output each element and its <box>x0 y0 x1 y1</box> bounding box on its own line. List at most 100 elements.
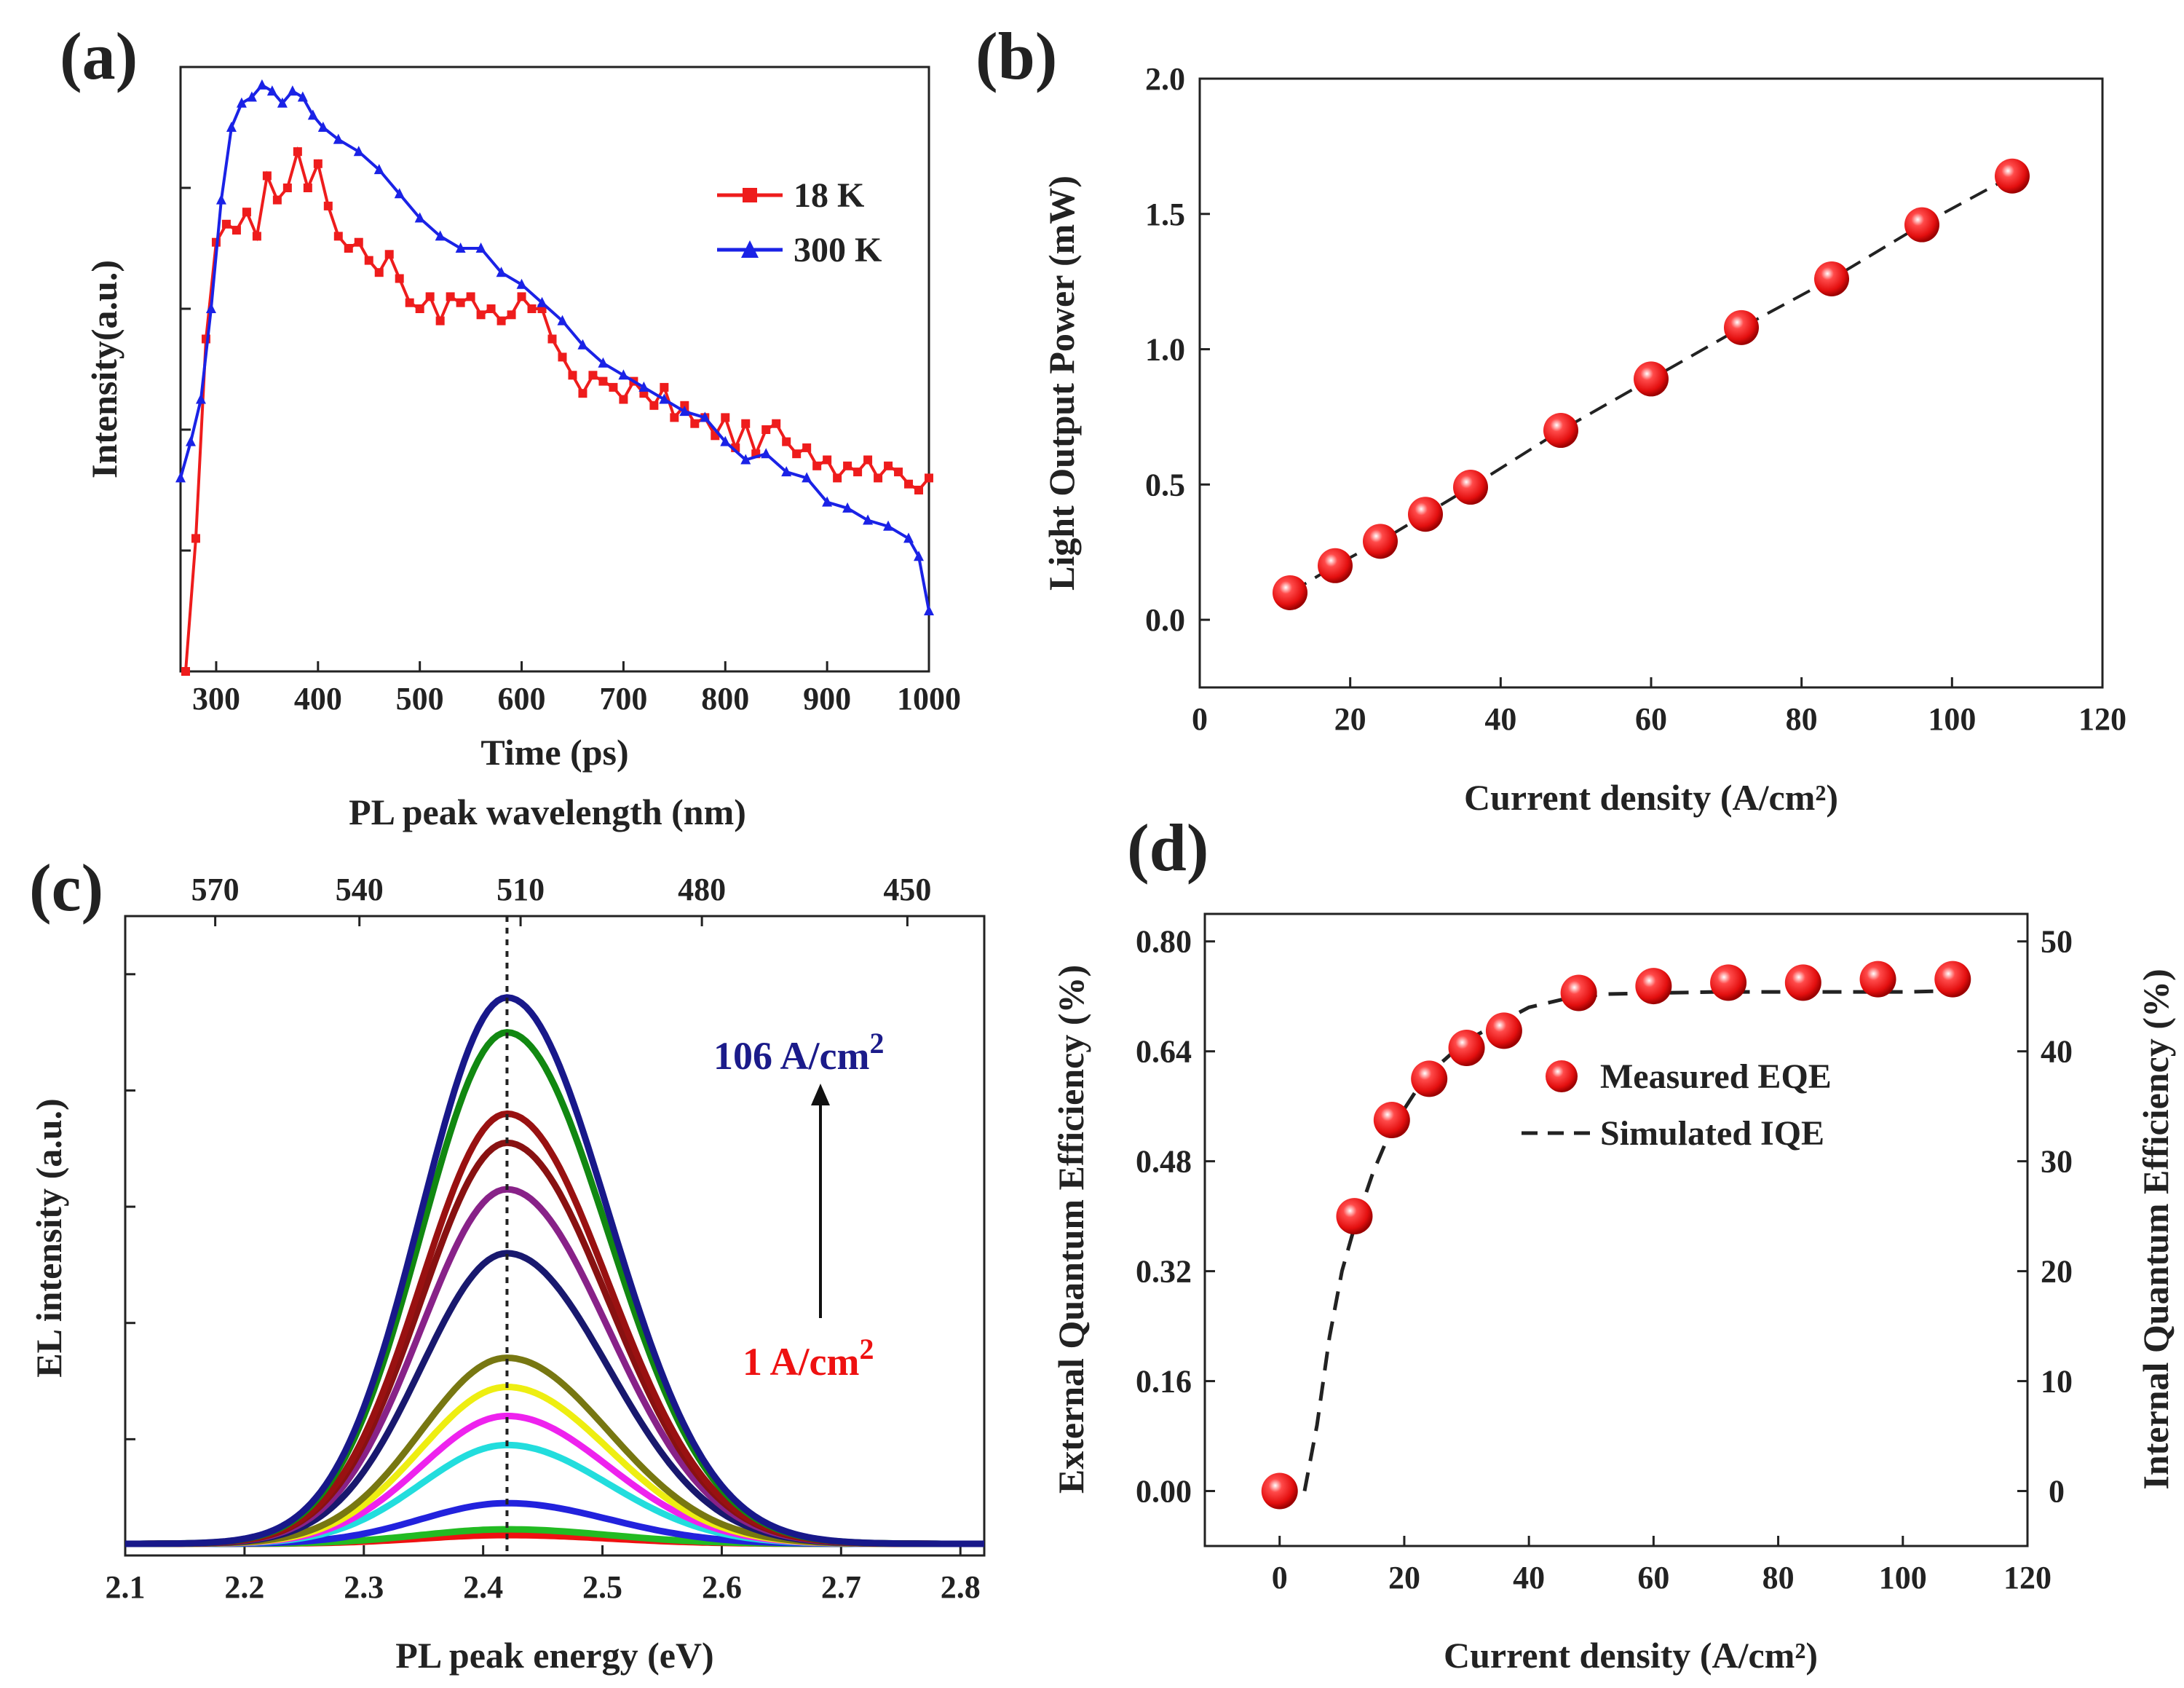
panel-b: (b) 0 20 40 60 80 100 120 0.0 0.5 1.0 1.5 2.0 Curre… <box>976 19 2126 818</box>
panel-a-point-300k <box>475 242 486 253</box>
panel-a-xtick-label: 300 <box>192 681 240 717</box>
panel-d-eqe-point <box>1448 1029 1485 1066</box>
panel-a-point-18k <box>925 473 933 483</box>
panel-a-xtick-label: 400 <box>294 681 342 717</box>
panel-d-y2tick-label: 50 <box>2041 924 2073 960</box>
panel-a-xtick-label: 800 <box>701 681 749 717</box>
panel-d-ytick-label: 0.00 <box>1136 1474 1192 1510</box>
panel-b-xtick-label: 20 <box>1334 701 1366 737</box>
panel-a-point-18k <box>333 232 343 241</box>
panel-a-xtick-label: 1000 <box>897 681 961 717</box>
panel-c-ticks: 2.1 2.2 2.3 2.4 2.5 2.6 2.7 2.8 570 540 510 480 450 <box>106 872 981 1605</box>
panel-d-xtick-label: 80 <box>1762 1560 1795 1596</box>
panel-a-point-18k <box>456 298 465 307</box>
panel-a-point-18k <box>894 468 903 477</box>
legend-eqe-marker <box>1546 1060 1578 1092</box>
panel-d-eqe-point <box>1635 968 1672 1005</box>
panel-b-data-point <box>1408 497 1443 532</box>
panel-a-point-18k <box>670 413 679 422</box>
panel-d-y2tick-label: 30 <box>2041 1144 2073 1180</box>
panel-a-point-18k <box>374 268 384 277</box>
panel-b-ytick-label: 1.5 <box>1145 197 1185 232</box>
annotation-106-sup: 2 <box>869 1027 884 1060</box>
panel-a-point-18k <box>446 292 455 301</box>
panel-b-data-point <box>1453 470 1488 505</box>
panel-a-point-18k <box>282 184 292 192</box>
panel-d-xtick-label: 60 <box>1637 1560 1669 1596</box>
panel-a-point-18k <box>313 159 323 168</box>
panel-a-point-300k <box>205 303 216 313</box>
panel-a-point-18k <box>660 382 669 392</box>
panel-c-spectrum-11 <box>125 1110 984 1547</box>
panel-a-label: (a) <box>60 19 138 93</box>
panel-b-data-point <box>1634 361 1669 397</box>
panel-d: (d) 0 20 40 60 80 100 1200.000.160.320.480.640… <box>1051 811 2176 1676</box>
annotation-1-label: 1 A/cm2 <box>743 1333 874 1384</box>
panel-a-ylabel: Intensity(a.u.) <box>84 260 124 478</box>
panel-d-y2label: Internal Quantum Efficiency (%) <box>2135 969 2176 1489</box>
panel-d-ytick-label: 0.80 <box>1136 924 1192 960</box>
panel-a-point-18k <box>191 534 200 543</box>
panel-d-label: (d) <box>1127 811 1208 885</box>
panel-d-legend: Measured EQE Simulated IQE <box>1522 1057 1832 1153</box>
panel-a-point-300k <box>903 532 914 543</box>
panel-b-ticks: 0 20 40 60 80 100 120 0.0 0.5 1.0 1.5 2.0 <box>1145 61 2126 737</box>
panel-c-top-xtick-label: 540 <box>336 872 384 907</box>
panel-a-point-18k <box>843 461 852 470</box>
panel-d-eqe-point <box>1336 1198 1373 1235</box>
panel-a-point-18k <box>558 352 567 362</box>
panel-a-point-300k <box>317 122 328 132</box>
panel-a-point-18k <box>364 256 373 265</box>
panel-d-eqe-point <box>1710 964 1747 1001</box>
panel-a-point-18k <box>588 371 598 380</box>
panel-c-top-xtick-label: 450 <box>883 872 931 907</box>
panel-d-eqe-point <box>1261 1472 1298 1510</box>
panel-d-eqe-point <box>1784 964 1821 1001</box>
panel-a-point-18k <box>415 304 424 313</box>
panel-a-xtick-label: 900 <box>803 681 851 717</box>
panel-c-spectrum-5 <box>125 1412 984 1547</box>
panel-a-point-300k <box>740 454 751 465</box>
panel-a-point-18k <box>496 316 506 326</box>
panel-a-point-18k <box>863 455 873 465</box>
panel-d-ytick-label: 0.16 <box>1136 1364 1192 1400</box>
panel-c-xtick-label: 2.3 <box>344 1569 384 1605</box>
panel-b-ytick-label: 1.0 <box>1145 332 1185 368</box>
panel-d-y2tick-label: 40 <box>2041 1034 2073 1070</box>
panel-a-point-18k <box>812 461 822 470</box>
panel-a-point-300k <box>353 146 364 157</box>
panel-a-xtick-label: 600 <box>498 681 546 717</box>
annotation-1-sup: 2 <box>859 1333 874 1365</box>
panel-a-point-300k <box>215 194 226 205</box>
panel-d-xtick-label: 0 <box>1272 1560 1288 1596</box>
panel-b-ylabel: Light Output Power (mW) <box>1041 175 1082 591</box>
panel-d-y2tick-label: 20 <box>2041 1254 2073 1290</box>
panel-a-point-300k <box>802 472 812 483</box>
panel-b-data-point <box>1543 413 1578 449</box>
panel-a-point-300k <box>307 109 318 120</box>
panel-a-point-18k <box>609 382 618 392</box>
panel-c-label: (c) <box>29 851 103 925</box>
legend-eqe-label: Measured EQE <box>1600 1057 1832 1096</box>
annotation-106-label: 106 A/cm2 <box>713 1027 884 1078</box>
panel-a-point-300k <box>246 91 257 102</box>
panel-a-point-300k <box>455 242 466 253</box>
panel-a-point-18k <box>761 425 771 434</box>
panel-b-xtick-label: 120 <box>2078 701 2126 737</box>
panel-a-point-18k <box>466 292 475 301</box>
panel-c-top-xtick-label: 510 <box>496 872 545 907</box>
panel-c-plot-frame <box>124 915 986 1557</box>
panel-a-xtick-label: 700 <box>599 681 647 717</box>
panel-a-point-300k <box>297 91 308 102</box>
panel-a-point-18k <box>782 437 791 446</box>
panel-d-plot-frame <box>1203 912 2029 1547</box>
panel-a-point-300k <box>496 267 507 277</box>
panel-a-point-300k <box>333 133 344 144</box>
panel-a-point-300k <box>287 85 298 96</box>
panel-a-point-18k <box>293 147 302 157</box>
panel-b-ytick-label: 0.0 <box>1145 602 1185 638</box>
panel-b-xlabel-text: Current density (A/cm²) <box>1464 777 1838 818</box>
panel-a-xtick-label: 500 <box>396 681 444 717</box>
panel-a-point-18k <box>486 304 496 313</box>
